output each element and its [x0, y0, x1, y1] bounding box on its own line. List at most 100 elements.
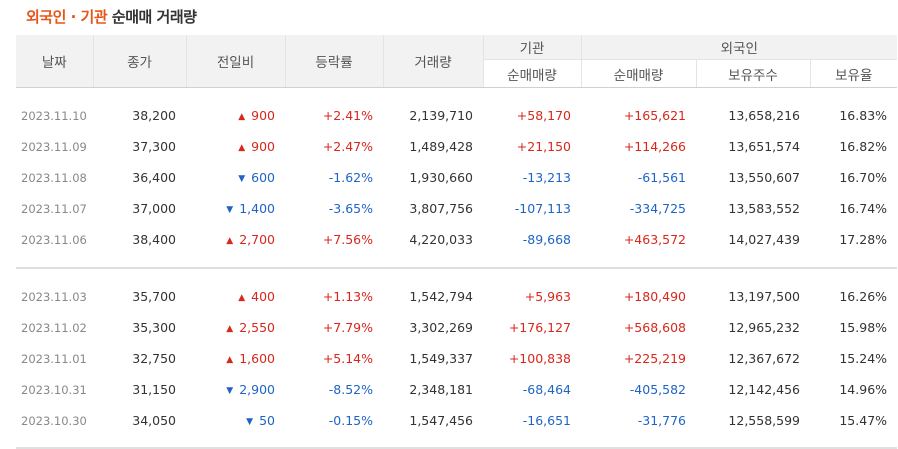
up-triangle-icon: ▲	[238, 293, 246, 303]
close-cell: 37,300	[132, 139, 176, 154]
change-cell: ▼ 600	[186, 162, 285, 193]
foreign-net-cell: -334,725	[629, 201, 686, 216]
ratio-cell: 16.26%	[839, 289, 888, 304]
ratio-cell: 16.74%	[839, 201, 888, 216]
divider-row	[16, 255, 898, 269]
date-cell: 2023.11.02	[21, 320, 87, 335]
table-row: 2023.11.01 32,750 ▲ 1,600 +5.14% 1,549,337 +10…	[16, 343, 897, 374]
table-body: 2023.11.10 38,200 ▲ 900 +2.41% 2,139,710 +58,1…	[16, 88, 898, 449]
foreign-net-cell: +225,219	[623, 351, 686, 366]
close-cell: 36,400	[132, 170, 176, 185]
volume-cell: 2,348,181	[409, 382, 473, 397]
change-value: 2,550	[239, 320, 275, 335]
holding-cell: 13,583,552	[728, 201, 800, 216]
change-value: 2,900	[239, 382, 275, 397]
change-value: 2,700	[239, 232, 275, 247]
date-cell: 2023.11.03	[21, 289, 87, 304]
col-header-holding: 보유주수	[696, 59, 811, 88]
table-row: 2023.11.06 38,400 ▲ 2,700 +7.56% 4,220,033 -89…	[16, 224, 897, 255]
rate-cell: -1.62%	[328, 170, 373, 185]
close-cell: 35,300	[132, 320, 176, 335]
table-row: 2023.10.31 31,150 ▼ 2,900 -8.52% 2,348,181 -68…	[16, 374, 897, 405]
col-header-close: 종가	[93, 35, 187, 88]
volume-cell: 1,549,337	[409, 351, 473, 366]
holding-cell: 13,550,607	[728, 170, 800, 185]
holding-cell: 12,142,456	[728, 382, 800, 397]
inst-net-cell: -107,113	[514, 201, 571, 216]
holding-cell: 12,558,599	[728, 413, 800, 428]
col-header-foreign-net: 순매매량	[581, 59, 697, 88]
table-row: 2023.11.02 35,300 ▲ 2,550 +7.79% 3,302,269 +17…	[16, 312, 897, 343]
holding-cell: 13,651,574	[728, 139, 800, 154]
volume-cell: 3,807,756	[409, 201, 473, 216]
col-header-rate: 등락률	[285, 35, 384, 88]
holding-cell: 14,027,439	[728, 232, 800, 247]
table-row: 2023.11.10 38,200 ▲ 900 +2.41% 2,139,710 +58,1…	[16, 100, 897, 131]
down-triangle-icon: ▼	[238, 174, 246, 184]
close-cell: 37,000	[132, 201, 176, 216]
volume-cell: 1,547,456	[409, 413, 473, 428]
col-header-volume: 거래량	[383, 35, 484, 88]
inst-net-cell: +100,838	[508, 351, 571, 366]
table-row: 2023.11.07 37,000 ▼ 1,400 -3.65% 3,807,756 -10…	[16, 193, 897, 224]
rate-cell: -3.65%	[328, 201, 373, 216]
col-header-foreign: 외국인	[581, 35, 898, 60]
holding-cell: 13,658,216	[728, 108, 800, 123]
close-cell: 38,200	[132, 108, 176, 123]
rate-cell: +7.56%	[322, 232, 373, 247]
volume-cell: 1,542,794	[409, 289, 473, 304]
date-cell: 2023.10.31	[21, 382, 87, 397]
foreign-net-cell: -405,582	[629, 382, 686, 397]
change-value: 900	[251, 108, 275, 123]
table-row: 2023.11.03 35,700 ▲ 400 +1.13% 1,542,794 +5,96…	[16, 281, 897, 312]
rate-cell: +5.14%	[322, 351, 373, 366]
col-header-institution: 기관	[483, 35, 582, 60]
investor-trading-table: 날짜 종가 전일비 등락률 거래량 기관 외국인 순매매량 순매매량 보유주수 …	[16, 35, 898, 449]
inst-net-cell: +5,963	[524, 289, 571, 304]
ratio-cell: 16.70%	[839, 170, 888, 185]
change-cell: ▼ 1,400	[186, 193, 285, 224]
inst-net-cell: +58,170	[516, 108, 571, 123]
ratio-cell: 17.28%	[839, 232, 888, 247]
volume-cell: 2,139,710	[409, 108, 473, 123]
table-row: 2023.10.30 34,050 ▼ 50 -0.15% 1,547,456 -16,65…	[16, 405, 897, 436]
ratio-cell: 15.98%	[839, 320, 888, 335]
foreign-net-cell: +568,608	[623, 320, 686, 335]
holding-cell: 13,197,500	[728, 289, 800, 304]
close-cell: 34,050	[132, 413, 176, 428]
change-cell: ▲ 2,550	[186, 312, 285, 343]
foreign-net-cell: -61,561	[637, 170, 686, 185]
inst-net-cell: +176,127	[508, 320, 571, 335]
date-cell: 2023.11.09	[21, 139, 87, 154]
foreign-net-cell: +114,266	[623, 139, 686, 154]
rate-cell: +2.41%	[322, 108, 373, 123]
ratio-cell: 15.47%	[839, 413, 888, 428]
change-value: 1,400	[239, 201, 275, 216]
change-value: 600	[251, 170, 275, 185]
change-cell: ▲ 900	[186, 100, 285, 131]
spacer-row	[16, 268, 897, 281]
down-triangle-icon: ▼	[226, 386, 234, 396]
holding-cell: 12,367,672	[728, 351, 800, 366]
up-triangle-icon: ▲	[226, 324, 234, 334]
col-header-inst-net: 순매매량	[483, 59, 582, 88]
volume-cell: 1,930,660	[409, 170, 473, 185]
rate-cell: +7.79%	[322, 320, 373, 335]
change-value: 900	[251, 139, 275, 154]
rate-cell: -8.52%	[328, 382, 373, 397]
col-header-ratio: 보유율	[810, 59, 898, 88]
volume-cell: 4,220,033	[409, 232, 473, 247]
change-cell: ▲ 2,700	[186, 224, 285, 255]
inst-net-cell: -13,213	[522, 170, 571, 185]
panel-title: 외국인 · 기관 순매매 거래량	[26, 6, 197, 27]
close-cell: 35,700	[132, 289, 176, 304]
rate-cell: -0.15%	[328, 413, 373, 428]
close-cell: 32,750	[132, 351, 176, 366]
change-value: 1,600	[239, 351, 275, 366]
inst-net-cell: +21,150	[516, 139, 571, 154]
change-cell: ▼ 50	[186, 405, 285, 436]
change-value: 400	[251, 289, 275, 304]
change-cell: ▲ 1,600	[186, 343, 285, 374]
divider-row	[16, 436, 898, 449]
change-cell: ▼ 2,900	[186, 374, 285, 405]
